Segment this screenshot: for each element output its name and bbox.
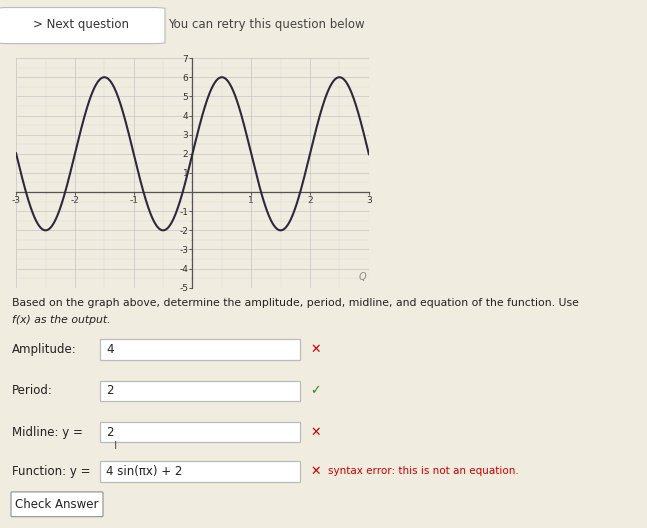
Text: ✓: ✓: [310, 384, 320, 398]
Text: Check Answer: Check Answer: [16, 498, 99, 511]
FancyBboxPatch shape: [100, 381, 300, 401]
Text: Amplitude:: Amplitude:: [12, 343, 77, 356]
Text: syntax error: this is not an equation.: syntax error: this is not an equation.: [328, 466, 519, 476]
Text: I: I: [114, 441, 117, 451]
FancyBboxPatch shape: [100, 461, 300, 482]
Text: Q: Q: [358, 272, 366, 282]
Text: ✕: ✕: [310, 465, 320, 478]
Text: 2: 2: [106, 426, 113, 439]
Text: Period:: Period:: [12, 384, 53, 398]
Text: 4 sin(πx) + 2: 4 sin(πx) + 2: [106, 465, 182, 478]
Text: ✕: ✕: [310, 343, 320, 356]
Text: > Next question: > Next question: [33, 17, 129, 31]
Text: Function: y =: Function: y =: [12, 465, 94, 478]
Text: 4: 4: [106, 343, 113, 356]
FancyBboxPatch shape: [100, 340, 300, 360]
Text: ✕: ✕: [310, 426, 320, 439]
FancyBboxPatch shape: [100, 422, 300, 442]
Text: You can retry this question below: You can retry this question below: [168, 17, 365, 31]
Text: 2: 2: [106, 384, 113, 398]
Text: Based on the graph above, determine the amplitude, period, midline, and equation: Based on the graph above, determine the …: [12, 298, 579, 308]
FancyBboxPatch shape: [0, 7, 165, 44]
Text: f(x) as the output.: f(x) as the output.: [12, 315, 111, 325]
Text: Midline: y =: Midline: y =: [12, 426, 87, 439]
FancyBboxPatch shape: [11, 492, 103, 517]
